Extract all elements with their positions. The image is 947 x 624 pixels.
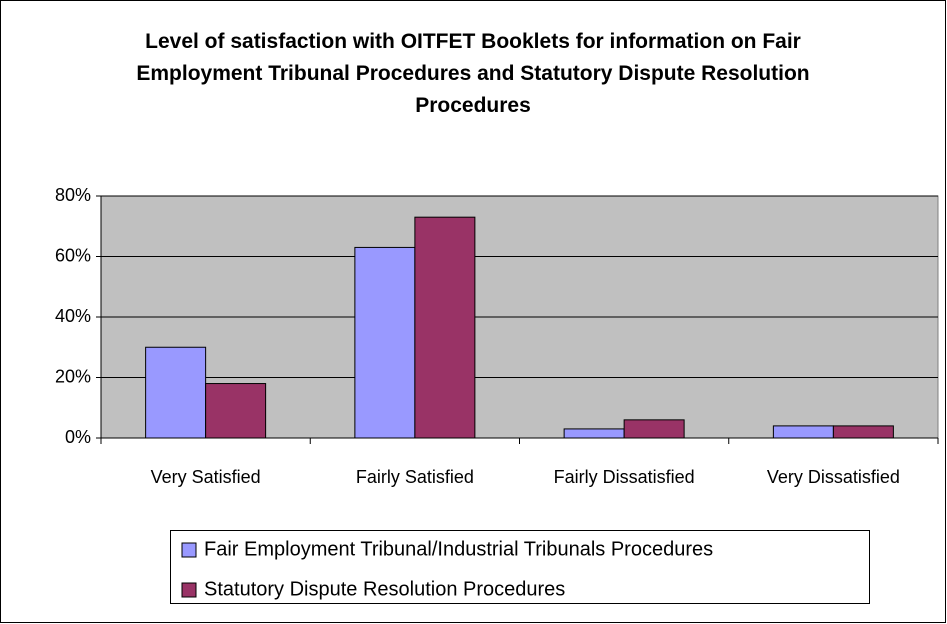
bar <box>563 428 625 439</box>
y-tick-label: 0% <box>65 427 91 447</box>
x-tick-label: Fairly Dissatisfied <box>554 467 695 487</box>
y-tick-label: 80% <box>55 185 91 205</box>
bar <box>832 425 894 439</box>
legend-swatch <box>181 542 197 558</box>
y-tick-label: 20% <box>55 366 91 386</box>
y-tick-label: 40% <box>55 306 91 326</box>
x-tick-label: Very Satisfied <box>151 467 261 487</box>
bar <box>354 246 416 439</box>
bar <box>414 216 476 439</box>
bar <box>623 419 685 439</box>
legend-label: Statutory Dispute Resolution Procedures <box>204 578 565 600</box>
x-tick-label: Very Dissatisfied <box>767 467 900 487</box>
bar <box>205 383 267 439</box>
legend-swatch <box>181 582 197 598</box>
y-tick-label: 60% <box>55 245 91 265</box>
x-tick-label: Fairly Satisfied <box>356 467 474 487</box>
legend-label: Fair Employment Tribunal/Industrial Trib… <box>204 538 713 560</box>
chart-title: Level of satisfaction with OITFET Bookle… <box>136 30 810 117</box>
bar <box>772 425 834 439</box>
legend-box <box>170 530 870 604</box>
bar <box>145 346 207 439</box>
